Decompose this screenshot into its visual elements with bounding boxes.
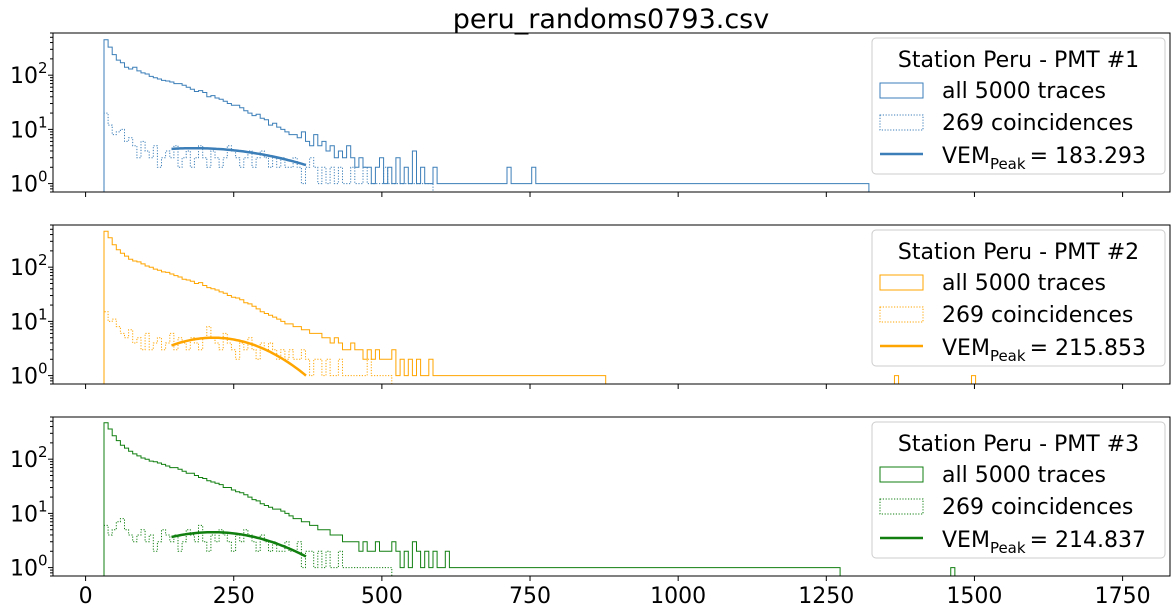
panel-data bbox=[103, 422, 956, 576]
legend-label-coincidences: 269 coincidences bbox=[942, 111, 1133, 136]
y-tick-exponent: 0 bbox=[38, 552, 48, 570]
legend-box bbox=[871, 421, 1166, 559]
legend-label-coincidences: 269 coincidences bbox=[942, 303, 1133, 328]
legend-fit-subscript: Peak bbox=[990, 539, 1026, 557]
panel-frame bbox=[52, 224, 1171, 385]
legend-swatch-all-traces bbox=[879, 82, 924, 99]
shared-x-axis: 0 250 500 750 1000 1250 1500 1750 bbox=[79, 584, 1151, 609]
x-tick-label: 1000 bbox=[650, 584, 706, 609]
legend-fit-value: = 214.837 bbox=[1030, 528, 1146, 553]
legend-title: Station Peru - PMT #1 bbox=[898, 48, 1139, 73]
figure-title: peru_randoms0793.csv bbox=[453, 4, 769, 35]
x-tick-label: 750 bbox=[509, 584, 551, 609]
y-tick-label: 101 bbox=[10, 305, 48, 335]
histogram-outlier-bin bbox=[893, 375, 900, 384]
x-tick-label: 0 bbox=[79, 584, 93, 609]
y-tick-label: 101 bbox=[10, 113, 48, 143]
panel-data bbox=[103, 39, 870, 192]
y-tick-exponent: 0 bbox=[38, 168, 48, 186]
y-tick-label: 102 bbox=[10, 59, 48, 89]
legend-fit-subscript: Peak bbox=[990, 155, 1026, 173]
vem-peak-fit-curve bbox=[171, 530, 307, 558]
legend-title: Station Peru - PMT #3 bbox=[898, 432, 1139, 457]
histogram-coincidences bbox=[103, 311, 393, 384]
vem-peak-fit-curve bbox=[171, 146, 307, 167]
vem-peak-fit-curve bbox=[171, 336, 307, 377]
legend-swatch-all-traces bbox=[879, 274, 924, 291]
legend-swatch-coincidences bbox=[879, 498, 924, 515]
y-tick-exponent: 2 bbox=[38, 443, 48, 461]
legend-fit-value: = 215.853 bbox=[1030, 336, 1146, 361]
legend-label-fit: VEMPeak = 215.853 bbox=[942, 336, 1146, 365]
y-tick-exponent: 2 bbox=[38, 251, 48, 269]
y-tick-label: 102 bbox=[10, 443, 48, 473]
x-tick-label: 250 bbox=[213, 584, 255, 609]
y-tick-label: 101 bbox=[10, 497, 48, 527]
y-tick-exponent: 0 bbox=[38, 360, 48, 378]
histogram-coincidences bbox=[103, 518, 393, 576]
legend-swatch-coincidences bbox=[879, 114, 924, 131]
x-tick-label: 1250 bbox=[798, 584, 854, 609]
panel-frame bbox=[52, 416, 1171, 577]
y-tick-exponent: 2 bbox=[38, 59, 48, 77]
panel-data bbox=[103, 230, 977, 384]
x-tick-label: 500 bbox=[361, 584, 403, 609]
x-tick-label: 1750 bbox=[1095, 584, 1151, 609]
y-tick-label: 100 bbox=[10, 168, 48, 198]
y-tick-label: 100 bbox=[10, 552, 48, 582]
panel-frame bbox=[52, 32, 1171, 193]
y-tick-label: 102 bbox=[10, 251, 48, 281]
y-tick-exponent: 1 bbox=[38, 113, 48, 131]
histogram-outlier-bin bbox=[970, 375, 977, 384]
y-tick-exponent: 1 bbox=[38, 497, 48, 515]
histogram-coincidences bbox=[103, 112, 434, 192]
legend-fit-subscript: Peak bbox=[990, 347, 1026, 365]
x-tick-label: 1500 bbox=[946, 584, 1002, 609]
legend-title: Station Peru - PMT #2 bbox=[898, 240, 1139, 265]
legend-label-fit: VEMPeak = 214.837 bbox=[942, 528, 1146, 557]
legend-label-all-traces: all 5000 traces bbox=[942, 271, 1106, 296]
legend-box bbox=[871, 37, 1166, 175]
legend-label-fit: VEMPeak = 183.293 bbox=[942, 144, 1146, 173]
histogram-all-traces bbox=[103, 39, 870, 192]
legend-box bbox=[871, 229, 1166, 367]
y-tick-label: 100 bbox=[10, 360, 48, 390]
histogram-outlier-bin bbox=[950, 567, 956, 576]
legend-swatch-all-traces bbox=[879, 466, 924, 483]
legend-swatch-coincidences bbox=[879, 306, 924, 323]
histogram-all-traces bbox=[103, 422, 841, 576]
legend-fit-value: = 183.293 bbox=[1030, 144, 1146, 169]
y-tick-exponent: 1 bbox=[38, 305, 48, 323]
legend-label-all-traces: all 5000 traces bbox=[942, 463, 1106, 488]
legend-label-all-traces: all 5000 traces bbox=[942, 79, 1106, 104]
histogram-all-traces bbox=[103, 230, 607, 384]
legend-label-coincidences: 269 coincidences bbox=[942, 495, 1133, 520]
